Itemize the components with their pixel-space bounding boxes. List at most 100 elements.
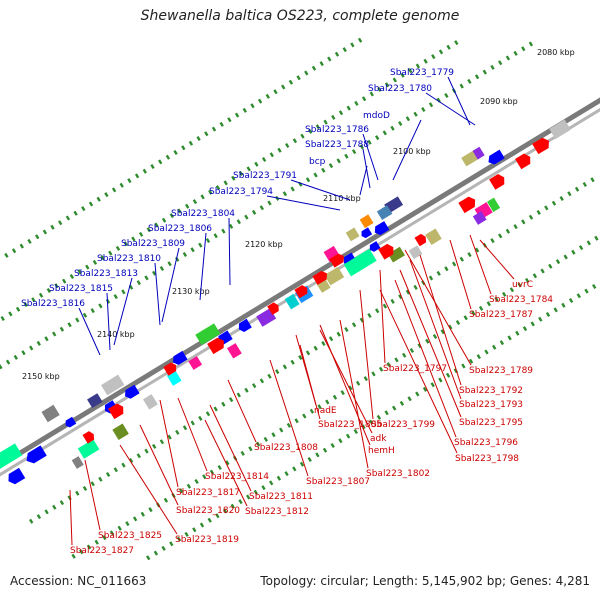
tick-mark: [65, 215, 71, 221]
top-gene-label: Sbal223_1815: [49, 284, 113, 294]
top-label-leader: [447, 76, 471, 126]
tick-mark: [315, 124, 321, 130]
tick-mark: [378, 366, 384, 372]
top-gene-label: bcp: [309, 157, 326, 167]
tick-mark: [192, 199, 198, 205]
tick-mark: [486, 301, 491, 307]
tick-mark: [113, 467, 118, 473]
top-label-leader: [78, 307, 101, 356]
tick-mark: [62, 278, 67, 284]
gene-block: [195, 323, 221, 346]
tick-mark: [431, 54, 436, 60]
tick-mark: [327, 56, 332, 62]
tick-mark: [544, 205, 549, 211]
tick-mark: [384, 82, 390, 88]
tick-mark: [240, 450, 245, 456]
top-label-leader: [113, 277, 133, 346]
top-label-leader: [425, 92, 476, 126]
tick-mark: [94, 539, 99, 545]
tick-mark: [390, 298, 395, 304]
gene-block: [472, 211, 487, 225]
tick-mark: [454, 40, 459, 46]
tick-mark: [230, 503, 235, 509]
tick-mark: [369, 91, 374, 97]
gene-arrow-forward: [294, 285, 308, 299]
tick-mark: [202, 474, 207, 480]
gene-arrow-reverse: [173, 350, 188, 365]
tick-mark: [463, 315, 468, 321]
tick-mark: [345, 433, 351, 439]
bottom-gene-label: Sbal223_1819: [175, 535, 239, 545]
tick-mark: [77, 269, 82, 275]
tick-mark: [42, 229, 48, 235]
bottom-gene-label: Sbal223_1797: [383, 364, 447, 374]
bottom-gene-label: Sbal223_1812: [245, 507, 309, 517]
tick-mark: [445, 372, 451, 378]
gene-block: [284, 293, 300, 310]
tick-mark: [571, 249, 576, 255]
tick-mark: [376, 414, 382, 420]
tick-mark: [125, 521, 130, 527]
tick-mark: [225, 460, 230, 466]
tick-mark: [336, 158, 341, 164]
gene-arrow-reverse: [8, 467, 26, 485]
tick-mark: [128, 457, 134, 464]
tick-mark: [67, 322, 72, 328]
tick-mark: [23, 301, 28, 308]
tick-mark: [467, 78, 472, 84]
tick-mark: [259, 378, 265, 384]
tick-mark: [338, 438, 343, 444]
bottom-gene-label: uvrC: [512, 280, 533, 290]
tick-mark: [576, 293, 581, 299]
tick-mark: [13, 354, 18, 360]
bottom-label-leader: [209, 404, 252, 492]
tick-mark: [36, 340, 41, 346]
tick-mark: [528, 214, 534, 220]
tick-mark: [67, 495, 72, 501]
tick-mark: [586, 240, 591, 246]
top-gene-label: Sbal223_1780: [368, 84, 432, 94]
gene-block: [425, 228, 442, 245]
top-label-leader: [154, 262, 161, 326]
tick-mark: [109, 530, 115, 536]
tick-mark: [528, 41, 534, 47]
tick-mark: [221, 401, 226, 407]
tick-mark: [468, 358, 474, 364]
tick-mark: [244, 387, 249, 393]
tick-mark: [413, 111, 418, 117]
tick-mark: [428, 275, 434, 281]
tick-mark: [175, 256, 180, 262]
tick-mark: [476, 354, 481, 360]
tick-mark: [300, 133, 305, 139]
tick-mark: [100, 255, 105, 261]
tick-mark: [292, 138, 298, 144]
bottom-label-leader: [479, 239, 515, 280]
tick-mark: [281, 84, 286, 90]
bottom-label-leader: [84, 459, 101, 531]
tick-mark: [407, 396, 412, 402]
tick-mark: [71, 553, 76, 559]
tick-mark: [269, 480, 274, 486]
tick-mark: [205, 411, 211, 417]
tick-mark: [58, 220, 63, 226]
gene-block: [408, 245, 423, 260]
tick-mark: [146, 227, 151, 233]
tick-mark: [222, 508, 228, 514]
tick-mark: [228, 397, 234, 403]
tick-mark: [277, 147, 282, 153]
bottom-gene-label: Sbal223_1827: [70, 546, 134, 556]
tick-mark: [421, 106, 426, 113]
gene-arrow-forward: [267, 302, 279, 315]
tick-mark: [190, 247, 195, 253]
tick-mark: [509, 287, 515, 293]
tick-mark: [44, 509, 49, 515]
tick-mark: [21, 350, 26, 356]
gene-block: [487, 197, 501, 213]
bottom-gene-label: Sbal223_1799: [371, 420, 435, 430]
gene-arrow-reverse: [238, 318, 252, 333]
tick-mark: [350, 42, 355, 48]
tick-mark: [290, 359, 295, 365]
tick-mark: [38, 292, 44, 298]
map-title: Shewanella baltica OS223, complete genom…: [140, 8, 460, 24]
tick-mark: [85, 264, 90, 270]
